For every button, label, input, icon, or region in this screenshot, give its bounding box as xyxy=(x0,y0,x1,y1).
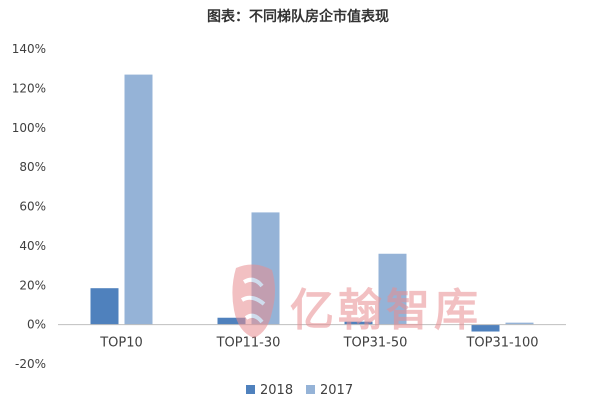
legend: 2018 2017 xyxy=(246,383,353,398)
y-tick-label: 120% xyxy=(12,81,46,95)
x-tick-label: TOP10 xyxy=(99,336,143,351)
y-tick-label: 20% xyxy=(19,278,46,292)
bar-2018-top31-50 xyxy=(344,321,373,325)
bar-2018-top11-30 xyxy=(217,317,246,325)
y-tick-label: 140% xyxy=(12,42,46,56)
legend-label-2017: 2017 xyxy=(320,383,353,398)
x-tick-label: TOP31-50 xyxy=(343,336,408,351)
y-axis: -20% 0% 20% 40% 60% 80% 100% 120% 140% xyxy=(12,42,46,371)
legend-swatch-2018 xyxy=(246,385,255,394)
chart-title: 图表：不同梯队房企市值表现 xyxy=(207,9,389,25)
bar-2018-top31-100 xyxy=(471,324,500,332)
y-tick-label: 60% xyxy=(19,200,46,214)
y-tick-label: 40% xyxy=(19,239,46,253)
watermark: 亿翰智库 xyxy=(228,260,528,340)
bar-2017-top31-50 xyxy=(378,253,407,325)
x-tick-label: TOP31-100 xyxy=(465,336,538,351)
bar-2017-top10 xyxy=(124,74,153,325)
x-tick-label: TOP11-30 xyxy=(216,336,281,351)
watermark-text: 亿翰智库 xyxy=(290,285,482,336)
legend-label-2018: 2018 xyxy=(260,383,293,398)
bar-2018-top10 xyxy=(90,288,119,325)
y-tick-label: 0% xyxy=(27,318,46,332)
x-axis-labels: TOP10 TOP11-30 TOP31-50 TOP31-100 xyxy=(99,336,538,351)
y-tick-label: 80% xyxy=(19,160,46,174)
bar-2017-top31-100 xyxy=(505,322,534,325)
y-tick-label: -20% xyxy=(15,357,46,371)
bars xyxy=(90,74,534,332)
legend-swatch-2017 xyxy=(306,385,315,394)
seal-logo-icon xyxy=(232,264,275,338)
y-tick-label: 100% xyxy=(12,121,46,135)
